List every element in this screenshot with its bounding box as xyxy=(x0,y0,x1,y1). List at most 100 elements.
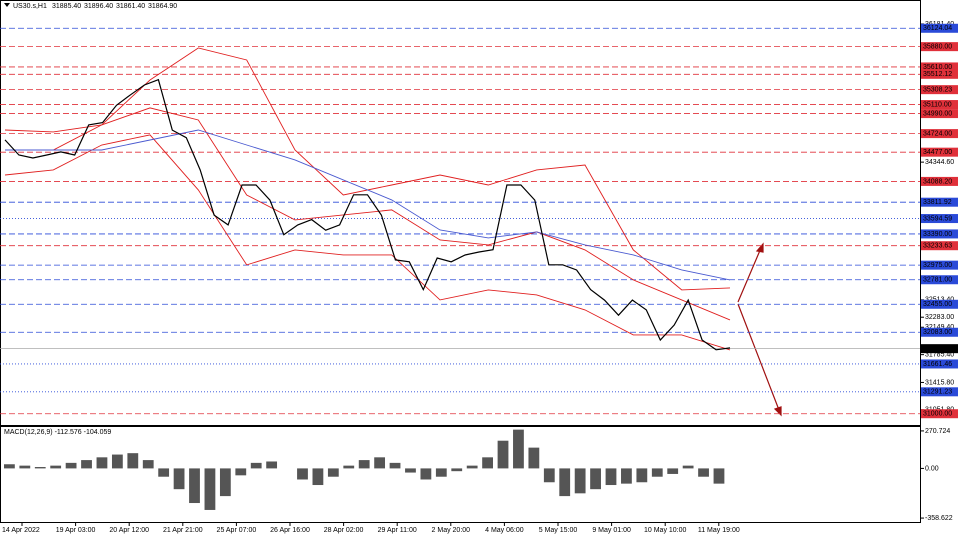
x-tick-label: 19 Apr 03:00 xyxy=(56,527,96,534)
macd-bar xyxy=(698,468,709,477)
x-tick-label: 29 Apr 11:00 xyxy=(378,527,417,534)
series-line xyxy=(4,134,731,351)
level-label: 33811.92 xyxy=(923,199,952,206)
level-label-box xyxy=(921,42,958,52)
level-label: 36124.04 xyxy=(923,25,952,32)
level-label: 32781.00 xyxy=(923,277,952,284)
menu-triangle xyxy=(4,3,10,7)
level-label: 35880.00 xyxy=(923,43,952,50)
macd-bar xyxy=(420,468,432,480)
level-label: 32083.00 xyxy=(923,329,952,336)
macd-bar xyxy=(574,468,586,494)
macd-bar xyxy=(235,468,247,476)
macd-bar xyxy=(173,468,185,490)
symbol: US30.s,H1 xyxy=(13,3,47,10)
level-label-box xyxy=(921,344,958,354)
macd-bar xyxy=(327,468,339,477)
macd-bar xyxy=(312,468,324,486)
level-label: 32455.00 xyxy=(923,301,952,308)
ohlc-close: 31864.90 xyxy=(148,3,177,10)
macd-bar xyxy=(4,464,15,469)
macd-bar xyxy=(266,461,278,469)
level-label: 33594.59 xyxy=(923,215,952,222)
macd-bar xyxy=(482,457,493,469)
level-label-box xyxy=(921,197,958,207)
macd-title: MACD(12,26,9) -112.576 -104.059 xyxy=(4,429,111,436)
x-tick-label: 21 Apr 21:00 xyxy=(163,527,203,534)
macd-bar xyxy=(389,462,401,469)
series-line xyxy=(4,78,731,351)
level-label: 34724.00 xyxy=(923,130,952,137)
level-label: 34477.00 xyxy=(923,149,952,156)
level-label-box xyxy=(921,409,958,419)
y-tick-label: 31785.40 xyxy=(925,351,954,358)
level-label-box xyxy=(921,100,958,110)
y-tick-label: 34344.60 xyxy=(925,159,954,166)
level-label-box xyxy=(921,327,958,337)
level-label-box xyxy=(921,129,958,139)
macd-bar xyxy=(651,468,663,477)
macd-bar xyxy=(435,468,447,477)
level-label-box xyxy=(921,275,958,285)
macd-bar xyxy=(667,468,679,474)
x-tick-label: 2 May 20:00 xyxy=(432,527,471,534)
y-tick-label: 270.724 xyxy=(925,428,950,435)
macd-bar xyxy=(528,447,540,469)
level-label: 35610.00 xyxy=(923,64,952,71)
level-label-box xyxy=(921,359,958,369)
level-label: 34088.20 xyxy=(923,178,952,185)
level-label: 35512.12 xyxy=(923,71,952,78)
level-label: 31864.90 xyxy=(923,346,952,353)
ohlc-open: 31885.40 xyxy=(52,3,81,10)
level-label: 35308.23 xyxy=(923,86,952,93)
macd-bar xyxy=(374,457,386,469)
macd-bar xyxy=(142,460,154,469)
level-label: 32975.00 xyxy=(923,262,952,269)
level-label: 33233.63 xyxy=(923,243,952,250)
x-tick-label: 10 May 10:00 xyxy=(644,527,687,534)
macd-bar xyxy=(713,468,725,484)
macd-bar xyxy=(451,468,463,472)
level-label: 31291.23 xyxy=(923,389,952,396)
macd-bar xyxy=(81,460,92,469)
ohlc-low: 31861.40 xyxy=(116,3,145,10)
y-tick-label: 31415.80 xyxy=(925,379,954,386)
macd-bar xyxy=(358,460,370,469)
macd-bar xyxy=(219,468,231,497)
y-tick-label: 0.00 xyxy=(925,465,939,472)
macd-bar xyxy=(621,468,632,484)
macd-bar xyxy=(513,429,524,469)
level-label: 34990.00 xyxy=(923,110,952,117)
level-label-box xyxy=(921,214,958,224)
level-label-box xyxy=(921,260,958,270)
x-tick-label: 26 Apr 16:00 xyxy=(270,527,310,534)
x-tick-label: 28 Apr 02:00 xyxy=(324,527,364,534)
macd-bar xyxy=(497,440,509,469)
x-tick-label: 9 May 01:00 xyxy=(592,527,631,534)
x-tick-label: 20 Apr 12:00 xyxy=(109,527,149,534)
macd-bar xyxy=(158,468,170,477)
x-tick-label: 11 May 19:00 xyxy=(698,527,740,534)
macd-bar xyxy=(204,468,216,510)
level-label-box xyxy=(921,109,958,119)
level-label-box xyxy=(921,85,958,95)
macd-bar xyxy=(559,468,571,497)
macd-bar xyxy=(111,454,123,469)
macd-bar xyxy=(127,453,139,469)
level-label-box xyxy=(921,229,958,239)
macd-bar xyxy=(65,462,77,469)
x-tick-label: 25 Apr 07:00 xyxy=(217,527,257,534)
x-tick-label: 4 May 06:00 xyxy=(485,527,524,534)
level-label-box xyxy=(921,23,958,33)
macd-bar xyxy=(34,467,46,469)
macd-bar xyxy=(682,465,694,469)
level-label-box xyxy=(921,241,958,251)
macd-bar xyxy=(405,468,416,473)
y-tick-label: 32283.00 xyxy=(925,314,954,321)
level-label-box xyxy=(921,62,958,72)
level-label: 35110.00 xyxy=(923,101,952,108)
macd-frame xyxy=(0,426,921,523)
level-label-box xyxy=(921,69,958,79)
